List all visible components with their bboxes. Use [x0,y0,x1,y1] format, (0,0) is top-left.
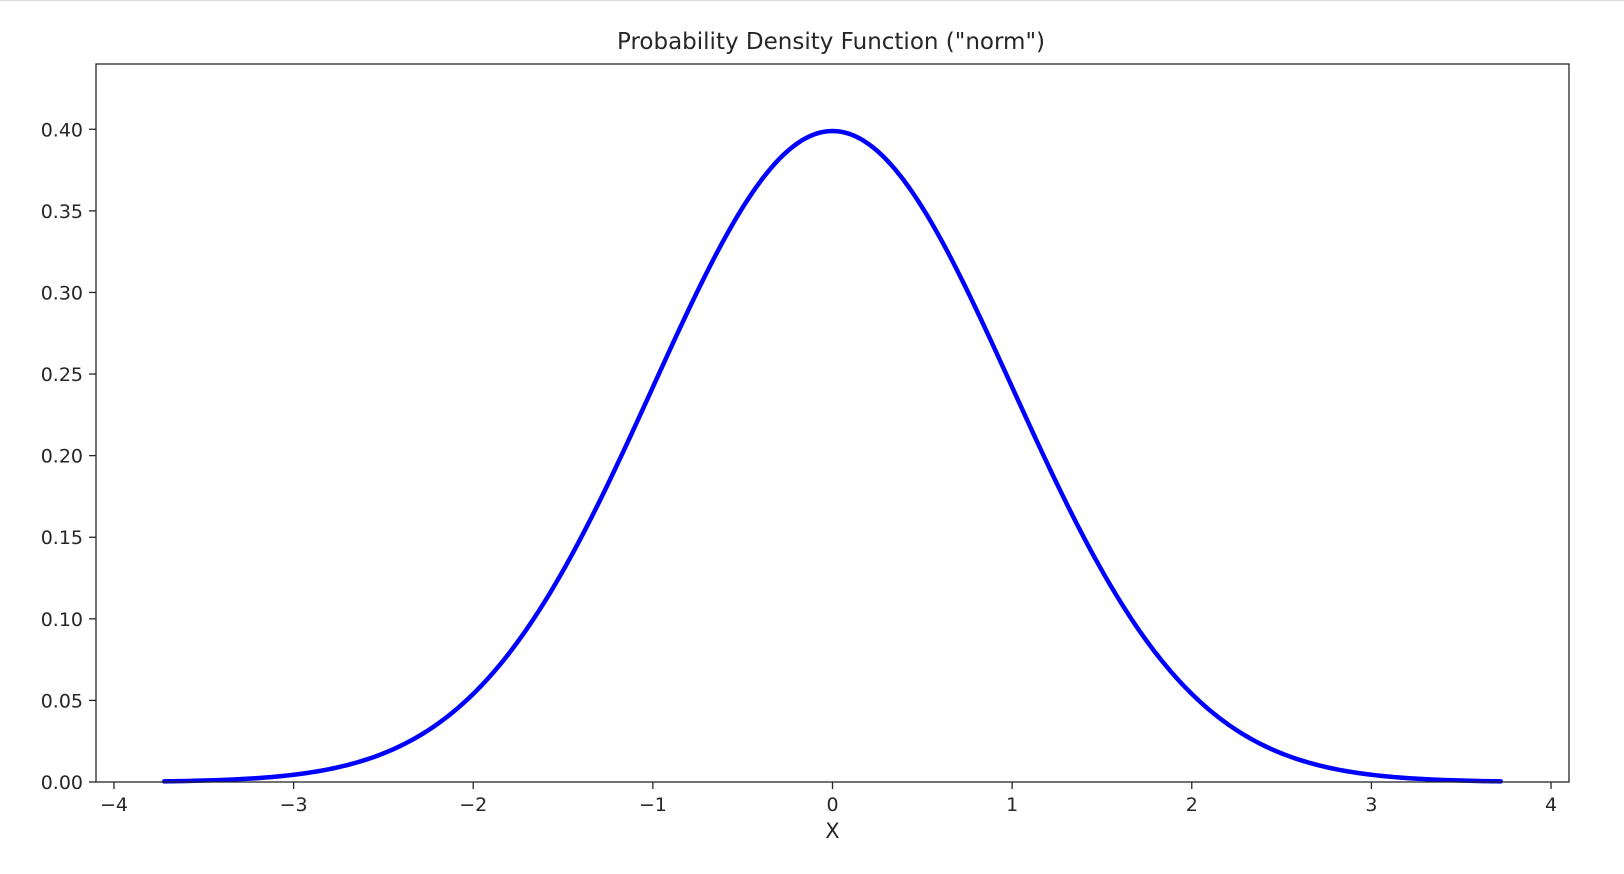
x-axis-label: X [825,819,839,843]
x-tick-label: 0 [826,794,838,816]
y-tick-label: 0.35 [41,201,83,223]
y-tick-label: 0.20 [41,446,83,468]
y-tick-label: 0.25 [41,364,83,386]
y-tick-label: 0.15 [41,527,83,549]
x-tick-label: −3 [280,794,308,816]
x-axis: −4 −3 −2 −1 0 1 2 3 4 [100,782,1557,816]
y-tick-label: 0.00 [41,772,83,794]
x-tick-label: 1 [1006,794,1018,816]
y-tick-label: 0.40 [41,119,83,141]
x-tick-label: 2 [1186,794,1198,816]
plot-frame [95,63,1570,783]
chart-title: Probability Density Function ("norm") [617,29,1045,55]
y-tick-label: 0.05 [41,690,83,712]
x-tick-label: −2 [459,794,487,816]
x-tick-label: −1 [639,794,667,816]
pdf-curve [162,128,1503,784]
top-divider [0,0,1624,1]
x-tick-label: 4 [1545,794,1557,816]
y-tick-label: 0.10 [41,609,83,631]
x-tick-label: −4 [100,794,128,816]
y-axis: 0.00 0.05 0.10 0.15 0.20 0.25 0.30 0.35 0.40 [41,119,96,794]
y-tick-label: 0.30 [41,282,83,304]
x-tick-label: 3 [1365,794,1377,816]
